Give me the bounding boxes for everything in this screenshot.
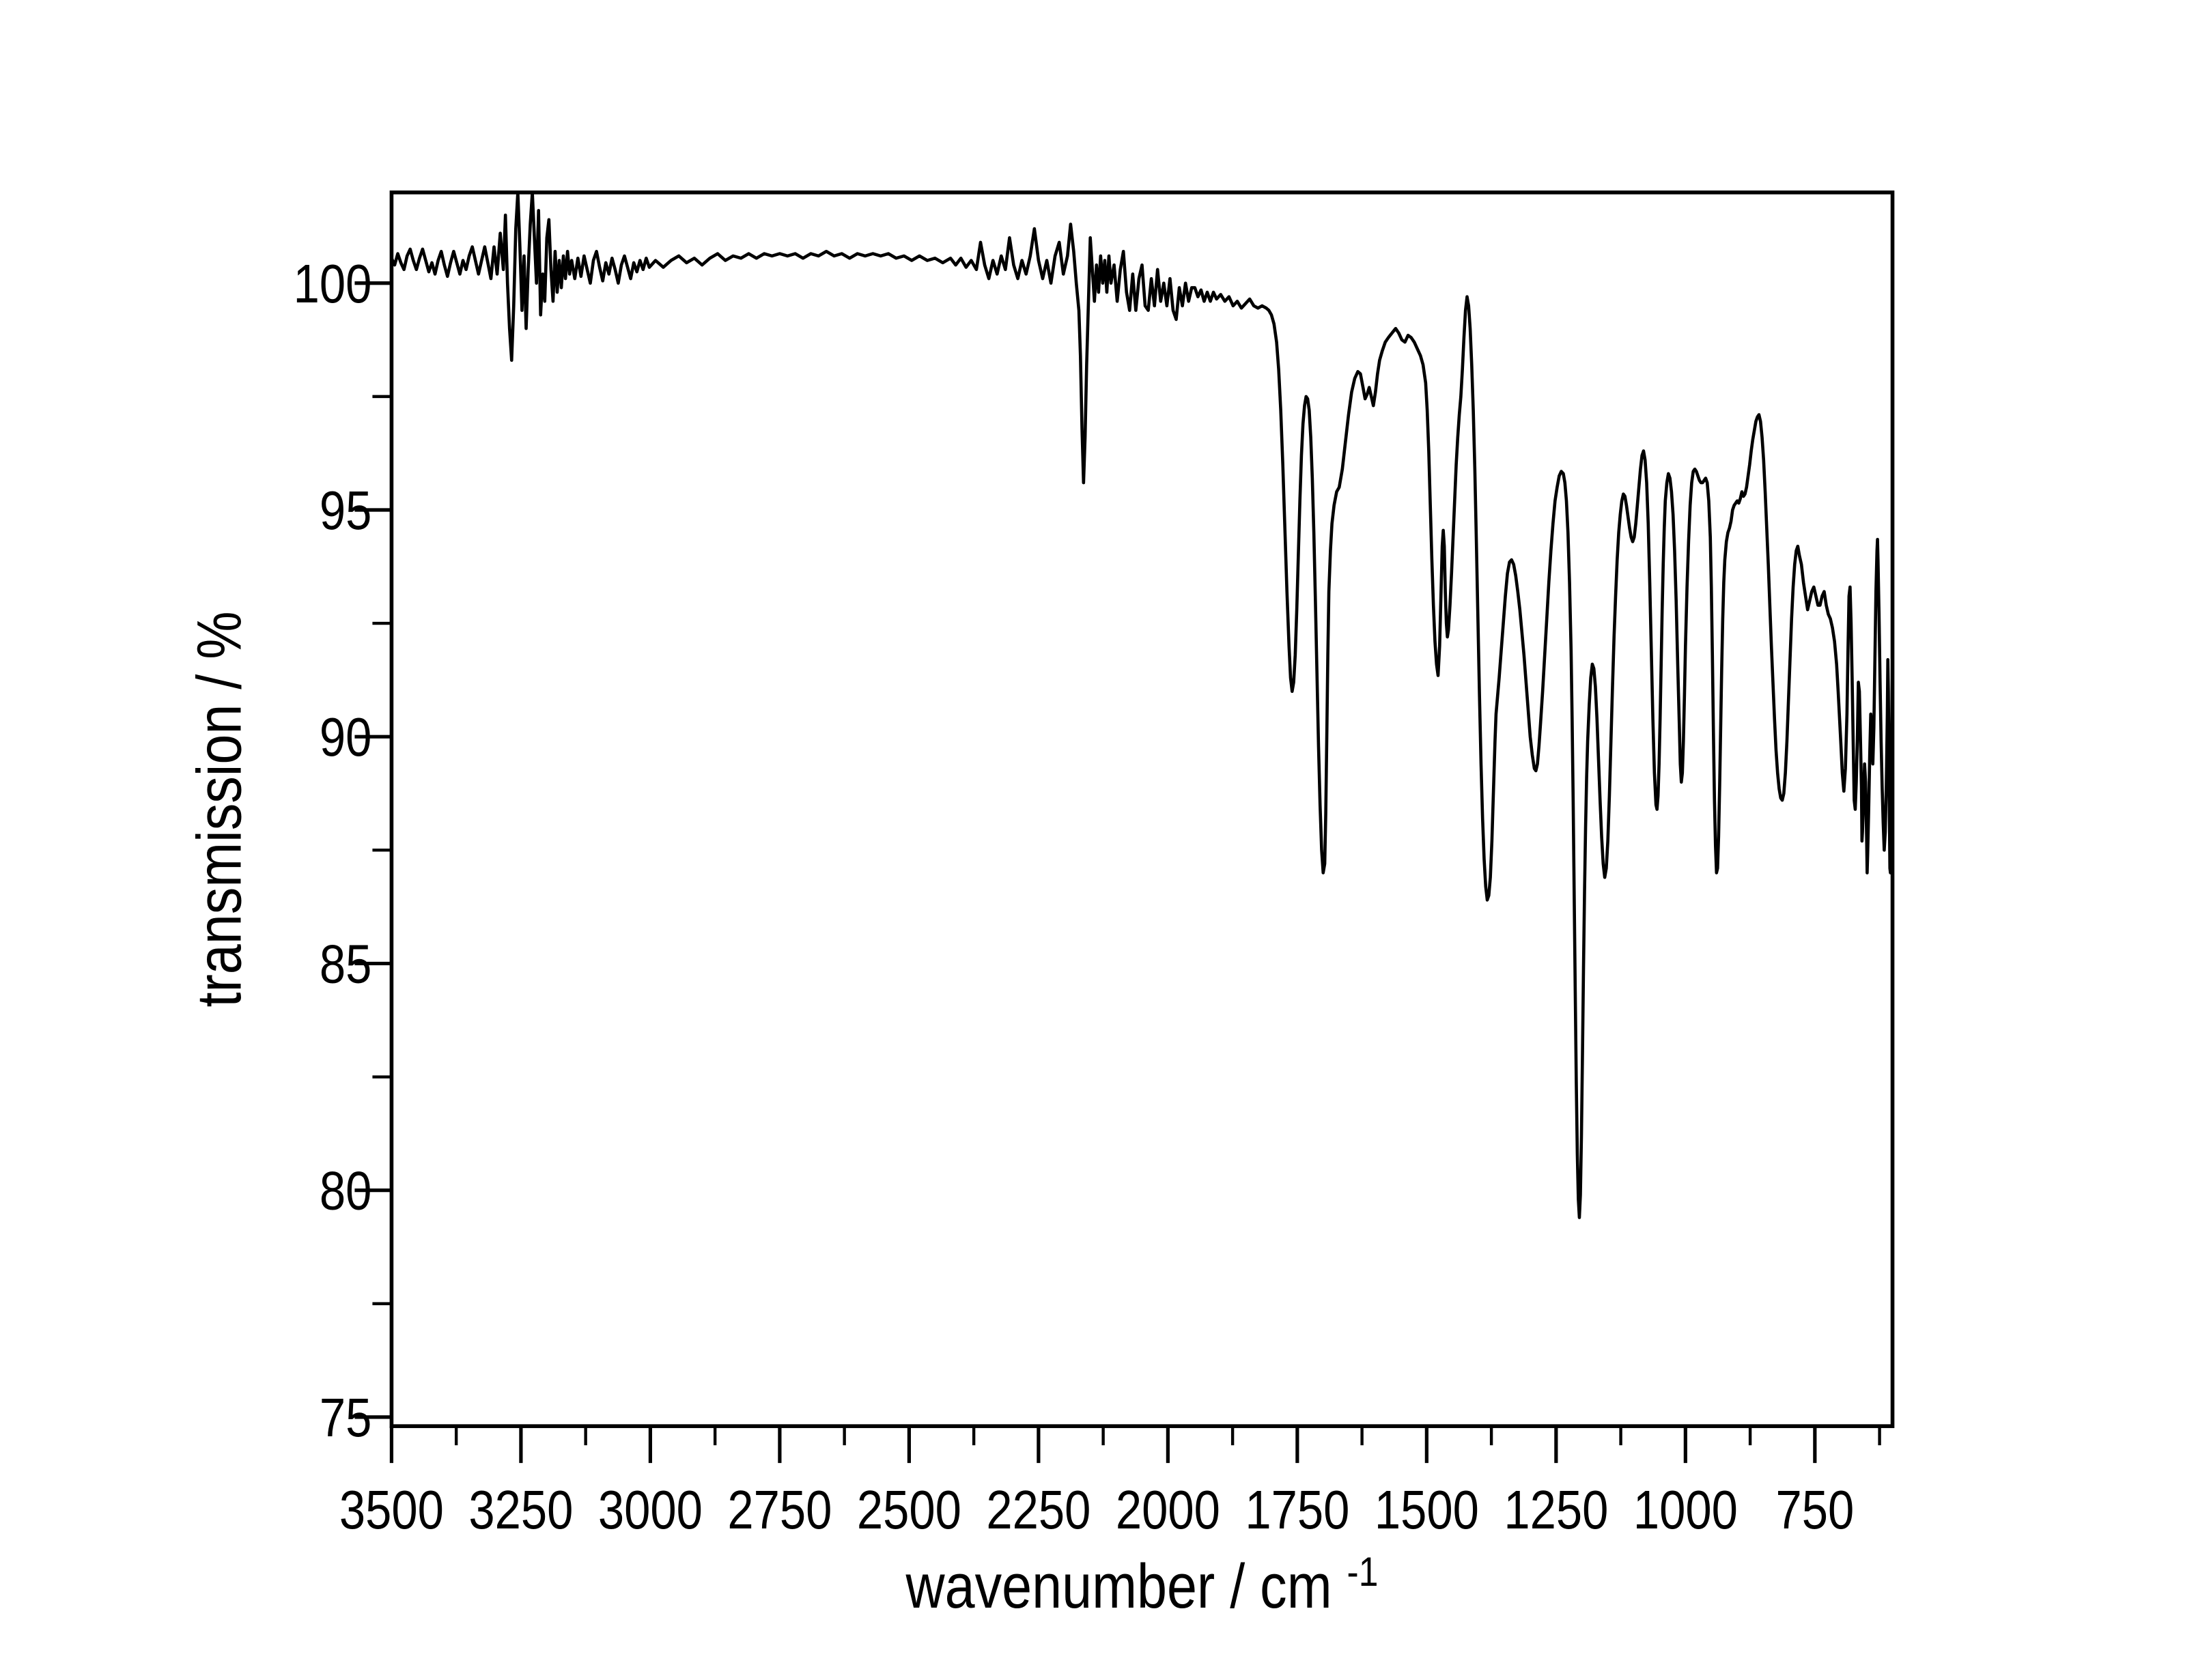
x-tick-label-group: 1500: [1375, 1479, 1479, 1540]
x-tick-label-group: 3500: [339, 1479, 444, 1540]
x-tick-label-group: 3000: [598, 1479, 703, 1540]
x-axis-title: wavenumber / cm -1: [905, 1548, 1379, 1621]
x-tick-label-group: 2750: [727, 1479, 832, 1540]
x-tick-label-group: 2250: [986, 1479, 1090, 1540]
x-tick-label: 3500: [339, 1479, 444, 1540]
x-tick-label: 3250: [468, 1479, 573, 1540]
x-tick-label: 2000: [1116, 1479, 1220, 1540]
x-tick-label-group: 3250: [468, 1479, 573, 1540]
x-tick-label: 1250: [1504, 1479, 1608, 1540]
y-tick-label-group: 100: [294, 253, 372, 314]
x-tick-label: 1000: [1633, 1479, 1738, 1540]
y-tick-label-group: 95: [320, 479, 372, 541]
x-tick-label: 2750: [727, 1479, 832, 1540]
y-tick-label-group: 80: [320, 1160, 372, 1221]
x-tick-label-group: 1000: [1633, 1479, 1738, 1540]
x-axis-title-group: wavenumber / cm -1: [905, 1548, 1379, 1621]
y-tick-label-group: 75: [320, 1386, 372, 1448]
plot-frame: [389, 190, 1895, 1428]
y-tick-label: 90: [320, 706, 372, 767]
y-tick-label: 80: [320, 1160, 372, 1221]
x-tick-label-group: 1250: [1504, 1479, 1608, 1540]
x-tick-label: 750: [1775, 1479, 1854, 1540]
x-tick-label-group: 750: [1775, 1479, 1854, 1540]
y-tick-label-group: 90: [320, 706, 372, 767]
y-tick-label: 100: [294, 253, 372, 314]
x-tick-label-group: 1750: [1245, 1479, 1349, 1540]
spectrum-trace: [391, 192, 1893, 1219]
x-tick-label: 2500: [857, 1479, 961, 1540]
y-axis-title-group: transmission / %: [184, 612, 255, 1008]
spectrum-curve-group: [391, 192, 1893, 1219]
x-tick-label: 3000: [598, 1479, 703, 1540]
x-tick-label: 2250: [986, 1479, 1090, 1540]
y-tick-label: 95: [320, 479, 372, 541]
y-tick-label: 75: [320, 1386, 372, 1448]
x-tick-label-group: 2500: [857, 1479, 961, 1540]
y-axis-title: transmission / %: [184, 612, 255, 1008]
y-tick-label-group: 85: [320, 933, 372, 995]
x-axis-title-superscript: -1: [1347, 1548, 1379, 1595]
x-tick-label: 1500: [1375, 1479, 1479, 1540]
x-tick-label: 1750: [1245, 1479, 1349, 1540]
x-tick-label-group: 2000: [1116, 1479, 1220, 1540]
y-tick-label: 85: [320, 933, 372, 995]
